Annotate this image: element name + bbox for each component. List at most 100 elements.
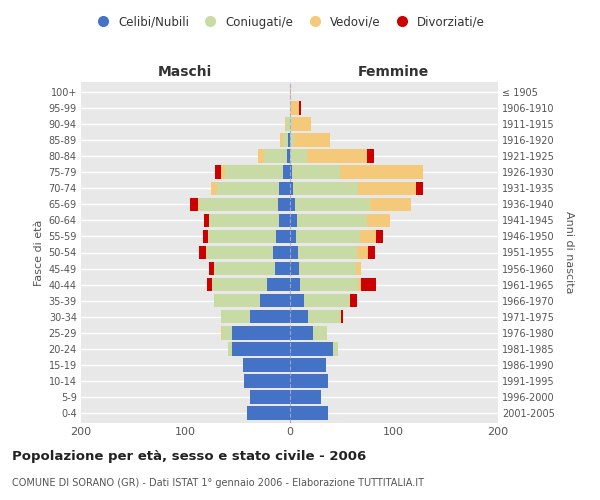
Bar: [279, 182, 290, 195]
Bar: [206, 246, 273, 260]
Text: Femmine: Femmine: [358, 66, 430, 80]
Bar: [293, 134, 330, 147]
Bar: [228, 342, 232, 355]
Bar: [297, 214, 367, 227]
Bar: [290, 134, 293, 147]
Bar: [290, 310, 308, 324]
Y-axis label: Anni di nascita: Anni di nascita: [565, 211, 574, 294]
Bar: [358, 182, 416, 195]
Bar: [287, 150, 290, 163]
Text: COMUNE DI SORANO (GR) - Dati ISTAT 1° gennaio 2006 - Elaborazione TUTTITALIA.IT: COMUNE DI SORANO (GR) - Dati ISTAT 1° ge…: [12, 478, 424, 488]
Bar: [370, 198, 412, 211]
Bar: [300, 278, 358, 291]
Bar: [361, 230, 376, 243]
Bar: [225, 166, 283, 179]
Bar: [292, 166, 340, 179]
Bar: [290, 246, 298, 260]
Bar: [214, 262, 275, 276]
Bar: [292, 118, 311, 131]
Bar: [333, 342, 338, 355]
Bar: [290, 262, 299, 276]
Bar: [214, 294, 260, 308]
Bar: [208, 230, 276, 243]
Bar: [367, 214, 389, 227]
Bar: [367, 150, 374, 163]
Bar: [209, 214, 279, 227]
Bar: [190, 198, 198, 211]
Bar: [260, 294, 290, 308]
Bar: [198, 198, 199, 211]
Y-axis label: Fasce di età: Fasce di età: [34, 220, 44, 286]
Bar: [278, 198, 290, 211]
Bar: [286, 118, 290, 131]
Bar: [221, 166, 225, 179]
Bar: [273, 246, 290, 260]
Bar: [266, 278, 290, 291]
Bar: [276, 230, 290, 243]
Bar: [289, 134, 290, 147]
Bar: [290, 166, 292, 179]
Bar: [290, 214, 297, 227]
Text: Popolazione per età, sesso e stato civile - 2006: Popolazione per età, sesso e stato civil…: [12, 450, 366, 463]
Bar: [283, 166, 290, 179]
Bar: [299, 262, 356, 276]
Bar: [368, 246, 375, 260]
Bar: [207, 278, 212, 291]
Bar: [209, 262, 214, 276]
Bar: [290, 182, 293, 195]
Bar: [298, 246, 357, 260]
Bar: [290, 230, 296, 243]
Bar: [244, 374, 290, 388]
Bar: [204, 214, 209, 227]
Bar: [221, 310, 250, 324]
Bar: [280, 134, 283, 147]
Bar: [313, 326, 327, 340]
Bar: [308, 310, 341, 324]
Bar: [199, 198, 278, 211]
Bar: [290, 358, 326, 372]
Bar: [304, 294, 350, 308]
Bar: [416, 182, 423, 195]
Bar: [203, 230, 208, 243]
Bar: [340, 166, 423, 179]
Bar: [221, 326, 222, 340]
Bar: [290, 278, 300, 291]
Bar: [341, 310, 343, 324]
Bar: [293, 182, 358, 195]
Bar: [361, 278, 376, 291]
Text: Maschi: Maschi: [158, 66, 212, 80]
Bar: [215, 166, 221, 179]
Bar: [290, 374, 328, 388]
Bar: [356, 262, 361, 276]
Bar: [358, 278, 361, 291]
Bar: [250, 310, 290, 324]
Bar: [199, 246, 206, 260]
Bar: [350, 294, 357, 308]
Bar: [299, 102, 301, 115]
Bar: [258, 150, 265, 163]
Bar: [290, 406, 328, 419]
Bar: [212, 278, 266, 291]
Bar: [222, 326, 232, 340]
Bar: [290, 150, 307, 163]
Bar: [283, 134, 289, 147]
Bar: [376, 230, 383, 243]
Bar: [217, 182, 279, 195]
Bar: [211, 182, 217, 195]
Bar: [265, 150, 287, 163]
Bar: [275, 262, 290, 276]
Bar: [242, 358, 290, 372]
Bar: [232, 342, 290, 355]
Bar: [290, 118, 292, 131]
Bar: [250, 390, 290, 404]
Bar: [290, 294, 304, 308]
Bar: [296, 230, 361, 243]
Bar: [279, 214, 290, 227]
Bar: [307, 150, 367, 163]
Bar: [290, 342, 333, 355]
Bar: [290, 326, 313, 340]
Bar: [357, 246, 368, 260]
Bar: [247, 406, 290, 419]
Legend: Celibi/Nubili, Coniugati/e, Vedovi/e, Divorziati/e: Celibi/Nubili, Coniugati/e, Vedovi/e, Di…: [86, 11, 490, 34]
Bar: [290, 198, 295, 211]
